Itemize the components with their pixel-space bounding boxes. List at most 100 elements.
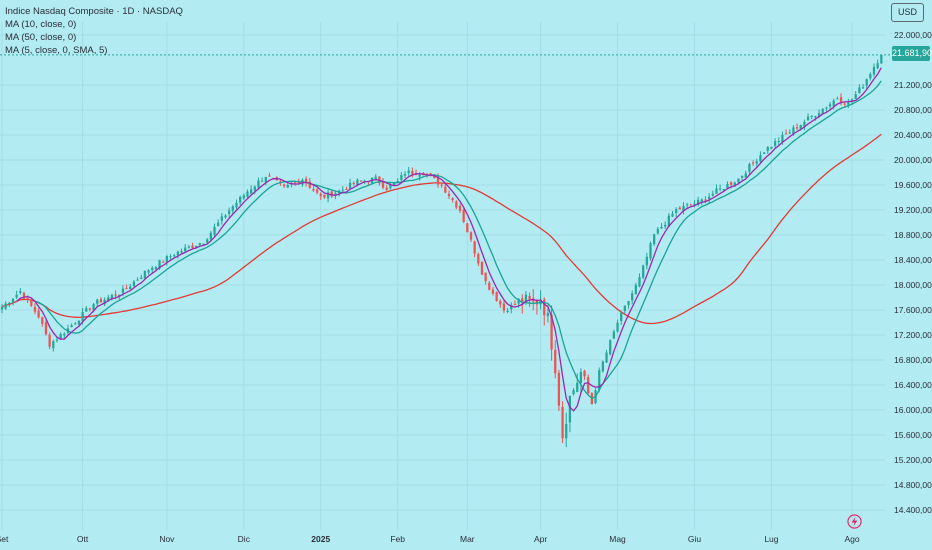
candle-body <box>136 279 139 281</box>
candle-body <box>0 306 4 310</box>
candle-body <box>814 116 817 118</box>
candle-body <box>92 304 95 311</box>
candle-body <box>268 175 271 177</box>
candle-body <box>37 310 40 318</box>
candle-body <box>356 179 359 186</box>
candle-body <box>147 270 150 273</box>
candle-body <box>825 107 828 109</box>
candle-body <box>220 216 223 221</box>
candle-body <box>77 320 81 325</box>
candle-body <box>704 199 707 201</box>
candle-body <box>341 189 344 191</box>
candle-body <box>447 193 451 197</box>
y-tick-label: 17.200,00 <box>894 330 932 340</box>
candlesticks[interactable] <box>0 54 883 448</box>
candle-body <box>817 113 821 118</box>
candle-body <box>224 215 227 218</box>
candle-body <box>755 161 758 164</box>
candle-body <box>836 98 839 100</box>
candle-body <box>693 203 696 205</box>
candle-body <box>257 180 260 188</box>
candle-body <box>162 261 165 263</box>
candle-body <box>700 199 703 202</box>
y-tick-label: 19.600,00 <box>894 180 932 190</box>
candle-body <box>206 239 209 243</box>
y-axis[interactable]: 22.000,00 21.200,00 20.800,00 20.400,00 20.0… <box>894 30 932 515</box>
candle-body <box>381 181 385 188</box>
candle-body <box>678 207 681 210</box>
candle-body <box>557 372 561 406</box>
candle-body <box>458 205 462 211</box>
candle-body <box>348 182 352 189</box>
candle-body <box>561 406 564 439</box>
candle-body <box>784 133 788 135</box>
candle-body <box>132 281 136 287</box>
x-tick-label: Lug <box>764 534 778 544</box>
candle-body <box>733 182 736 187</box>
candle-body <box>396 180 399 183</box>
chart-legend: Indice Nasdaq Composite · 1D · NASDAQ MA… <box>5 5 183 57</box>
candle-body <box>649 243 652 259</box>
candle-body <box>121 288 125 293</box>
legend-ma5[interactable]: MA (5, close, 0, SMA, 5) <box>5 45 108 56</box>
candle-body <box>440 184 443 186</box>
candle-body <box>187 246 190 248</box>
candle-body <box>572 390 575 395</box>
candle-body <box>143 270 147 279</box>
x-tick-label: Feb <box>390 534 405 544</box>
candle-body <box>261 180 264 182</box>
candle-body <box>323 194 326 198</box>
ma50-series <box>1 133 882 325</box>
candle-body <box>587 377 590 394</box>
currency-button[interactable]: USD <box>891 3 924 22</box>
candle-body <box>99 299 103 303</box>
candle-body <box>114 294 117 296</box>
candle-body <box>477 253 480 264</box>
x-tick-label: Mag <box>609 534 626 544</box>
candle-body <box>773 141 777 146</box>
lightning-bolt-icon[interactable] <box>847 514 862 529</box>
candle-body <box>715 188 718 194</box>
candle-body <box>418 174 421 177</box>
candle-body <box>304 178 308 184</box>
candle-body <box>642 265 645 278</box>
legend-ma50[interactable]: MA (50, close, 0) <box>5 32 77 43</box>
candle-body <box>543 299 546 316</box>
legend-title[interactable]: Indice Nasdaq Composite · 1D · NASDAQ <box>5 6 183 17</box>
candle-body <box>781 134 784 142</box>
candle-body <box>44 322 48 335</box>
candle-body <box>63 333 66 336</box>
candle-body <box>319 193 322 197</box>
candle-body <box>748 164 751 172</box>
candle-body <box>345 189 348 191</box>
candle-body <box>48 334 51 347</box>
candle-body <box>682 205 685 211</box>
candle-body <box>612 331 616 339</box>
candle-body <box>686 204 689 206</box>
legend-ma10[interactable]: MA (10, close, 0) <box>5 19 77 30</box>
candle-body <box>737 178 740 183</box>
candle-body <box>239 196 242 203</box>
candle-body <box>828 104 832 107</box>
y-tick-label: 19.200,00 <box>894 205 932 215</box>
y-tick-label: 18.000,00 <box>894 280 932 290</box>
x-tick-label: Giu <box>688 534 702 544</box>
x-axis[interactable]: Set Ott Nov Dic 2025 Feb Mar Apr Mag Giu Lug Ago <box>0 534 860 544</box>
candle-body <box>832 100 835 106</box>
candle-body <box>510 304 513 310</box>
candle-body <box>488 282 491 290</box>
candle-body <box>876 63 879 69</box>
candle-body <box>517 298 520 304</box>
candle-body <box>286 184 289 188</box>
x-tick-label: Set <box>0 534 9 544</box>
candle-body <box>154 267 158 270</box>
candle-body <box>55 339 59 341</box>
candle-body <box>528 296 531 300</box>
candle-body <box>850 99 854 102</box>
x-tick-label: 2025 <box>311 534 330 544</box>
candle-body <box>411 171 414 175</box>
candle-body <box>165 256 169 263</box>
candle-body <box>656 228 659 234</box>
